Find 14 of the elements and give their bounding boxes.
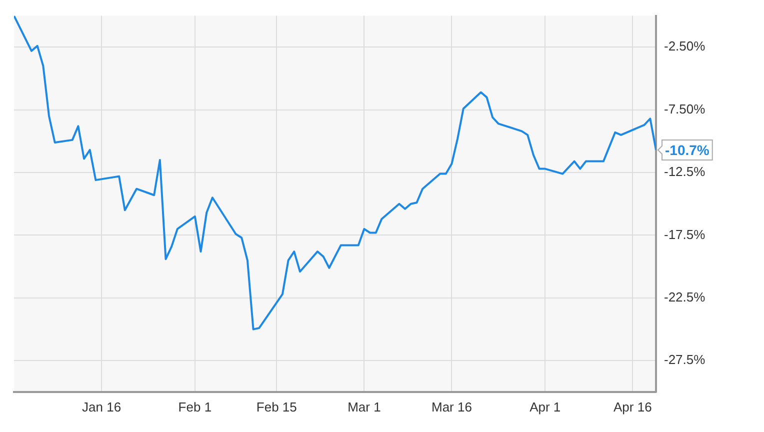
- x-tick-label: Feb 15: [256, 399, 297, 414]
- x-tick-label: Apr 1: [530, 399, 561, 414]
- y-tick-label: -17.5%: [664, 226, 706, 242]
- x-tick-label: Mar 1: [348, 399, 381, 414]
- x-tick-label: Apr 16: [614, 399, 652, 414]
- y-tick-label: -7.50%: [664, 101, 706, 116]
- y-tick-label: -12.5%: [664, 164, 706, 180]
- y-tick-label: -27.5%: [664, 352, 706, 368]
- annotation: -10.7%: [665, 142, 710, 158]
- x-tick-label: Feb 1: [178, 399, 212, 414]
- x-tick-label: Jan 16: [82, 399, 122, 414]
- y-tick-label: -22.5%: [664, 290, 706, 305]
- y-tick-label: -2.50%: [664, 38, 706, 54]
- x-tick-label: Mar 16: [431, 399, 472, 414]
